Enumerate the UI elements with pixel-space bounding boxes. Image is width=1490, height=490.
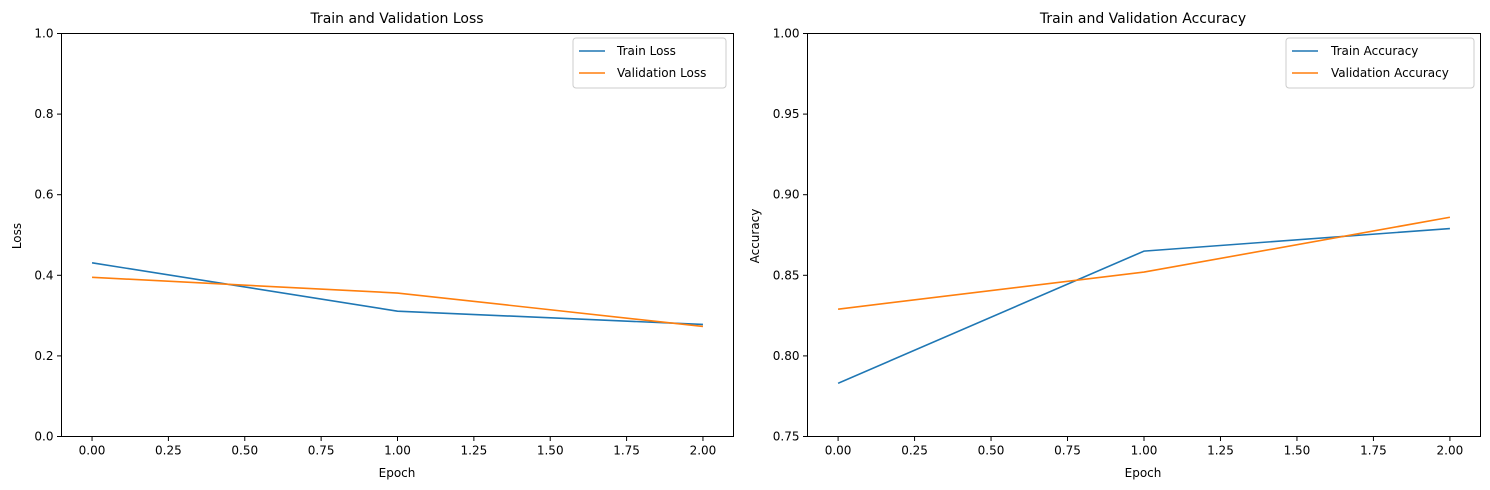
loss-x-tick-label: 1.50: [537, 444, 564, 458]
loss-series-validation-line: [92, 276, 704, 328]
loss-x-tick-label: 0.50: [231, 444, 258, 458]
loss-legend-box: [572, 37, 727, 89]
accuracy-x-tick-label: 0.75: [1054, 444, 1081, 458]
accuracy-y-tick-label: 0.90: [773, 188, 800, 202]
loss-y-tick-label: 0.2: [34, 349, 53, 363]
loss-chart-title: Train and Validation Loss: [309, 11, 483, 27]
loss-series-lines: [91, 262, 704, 328]
loss-x-tick-label: 1.00: [384, 444, 411, 458]
loss-x-tick-label: 0.25: [155, 444, 182, 458]
loss-x-tick-label: 1.25: [461, 444, 488, 458]
loss-legend-train-label: Train Loss: [616, 44, 676, 58]
accuracy-y-axis-label: Accuracy: [748, 209, 762, 264]
loss-y-axis-label: Loss: [10, 223, 24, 249]
accuracy-x-tick-label: 1.00: [1131, 444, 1158, 458]
accuracy-legend-train-label: Train Accuracy: [1330, 44, 1418, 58]
accuracy-x-tick-label: 0.25: [901, 444, 928, 458]
loss-x-tick-label: 0.00: [79, 444, 106, 458]
accuracy-plot-frame: [807, 33, 1481, 437]
loss-y-tick-label: 0.0: [34, 430, 53, 444]
loss-y-tick-label: 0.4: [34, 268, 53, 282]
accuracy-legend: Train Accuracy Validation Accuracy: [1285, 37, 1475, 89]
loss-y-tick-label: 0.8: [34, 107, 53, 121]
loss-ticks: 0.00 0.25 0.50 0.75 1.00 1.25 1.50 1.75 2.00 0.0 0…: [34, 27, 716, 458]
accuracy-x-tick-label: 2.00: [1437, 444, 1464, 458]
loss-y-tick-label: 0.6: [34, 188, 53, 202]
accuracy-x-tick-label: 1.25: [1207, 444, 1234, 458]
accuracy-ticks: 0.00 0.25 0.50 0.75 1.00 1.25 1.50 1.75 2.00 0.75…: [773, 27, 1463, 458]
loss-series-train-line: [91, 262, 703, 326]
loss-x-tick-label: 1.75: [613, 444, 640, 458]
loss-chart: Train and Validation Loss Epoch Loss 0.0…: [10, 11, 734, 480]
loss-x-axis-label: Epoch: [379, 466, 416, 480]
accuracy-x-tick-label: 1.50: [1284, 444, 1311, 458]
accuracy-y-tick-label: 0.95: [773, 107, 800, 121]
accuracy-x-tick-label: 1.75: [1360, 444, 1387, 458]
accuracy-series-lines: [837, 216, 1451, 385]
loss-legend: Train Loss Validation Loss: [572, 37, 727, 89]
accuracy-legend-val-label: Validation Accuracy: [1331, 66, 1449, 80]
accuracy-series-validation-line: [837, 216, 1451, 310]
accuracy-chart: Train and Validation Accuracy Epoch Accu…: [748, 11, 1481, 480]
accuracy-y-tick-label: 0.85: [773, 268, 800, 282]
loss-plot-frame: [61, 33, 734, 437]
loss-y-tick-label: 1.0: [34, 27, 53, 41]
accuracy-y-tick-label: 0.80: [773, 349, 800, 363]
accuracy-legend-box: [1285, 37, 1475, 89]
accuracy-y-tick-label: 0.75: [773, 430, 800, 444]
loss-legend-val-label: Validation Loss: [617, 66, 706, 80]
loss-x-tick-label: 2.00: [690, 444, 717, 458]
accuracy-x-tick-label: 0.00: [825, 444, 852, 458]
accuracy-x-tick-label: 0.50: [978, 444, 1005, 458]
accuracy-series-train-line: [837, 227, 1450, 385]
accuracy-y-tick-label: 1.00: [773, 27, 800, 41]
loss-x-tick-label: 0.75: [308, 444, 335, 458]
accuracy-x-axis-label: Epoch: [1125, 466, 1162, 480]
accuracy-chart-title: Train and Validation Accuracy: [1039, 11, 1246, 27]
